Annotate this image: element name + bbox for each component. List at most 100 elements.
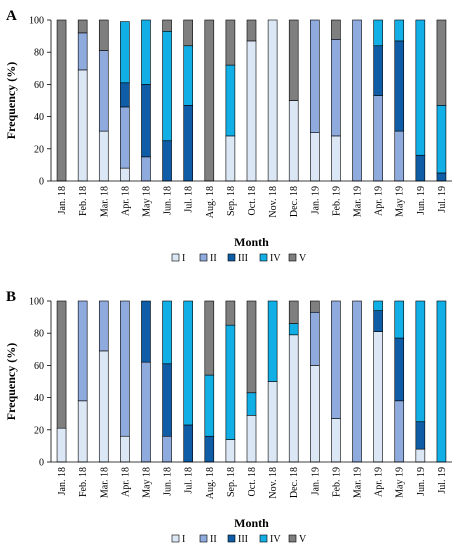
x-tick-label: Jun. 19 <box>416 186 427 215</box>
chart-panel-B: B Frequency (%) 0 20 40 60 80 100 Jan. 18 Feb. 18… <box>4 289 452 545</box>
y-tick-label: 20 <box>34 144 44 155</box>
x-tick-label: Sep. 18 <box>226 186 237 216</box>
bar-segment-III <box>437 173 446 181</box>
x-tick-label: Jan. 19 <box>310 467 321 495</box>
x-tick-label: Aug. 18 <box>205 186 216 218</box>
x-tick-label: Oct. 18 <box>247 467 258 496</box>
bar-segment-I <box>226 439 235 462</box>
bar-segment-IV <box>437 105 446 173</box>
y-tick-label: 40 <box>34 112 44 123</box>
bar-segment-IV <box>416 301 425 422</box>
bar-segment-V <box>57 20 66 181</box>
legend-label-IV: IV <box>270 253 281 264</box>
bar-segment-I <box>289 101 298 182</box>
y-tick-label: 80 <box>34 329 44 340</box>
legend-label-IV: IV <box>270 534 281 545</box>
bar-segment-III <box>120 83 129 107</box>
bar-segment-III <box>395 338 404 401</box>
bar-segment-IV <box>184 46 193 106</box>
bar-segment-II <box>99 301 108 351</box>
x-tick-label: May 18 <box>141 186 152 217</box>
x-tick-label: May 18 <box>141 467 152 498</box>
bar-segment-II <box>353 301 362 462</box>
bar-segment-IV <box>374 20 383 46</box>
bar-segment-V <box>57 301 66 428</box>
bar-segment-II <box>78 33 87 70</box>
legend-swatch-II <box>200 535 207 542</box>
x-axis-label: Month <box>234 516 269 530</box>
legend-swatch-V <box>289 254 296 261</box>
bar-segment-IV <box>395 20 404 41</box>
x-tick-label: Jul. 19 <box>437 467 448 494</box>
legend-swatch-I <box>172 535 179 542</box>
bar-segment-II <box>331 301 340 419</box>
x-tick-label: Jun. 18 <box>163 467 174 496</box>
bar-segment-II <box>331 39 340 136</box>
bar-segment-I <box>374 332 383 462</box>
x-tick-label: Oct. 18 <box>247 186 258 215</box>
bar-segment-I <box>247 41 256 181</box>
x-tick-label: Apr. 19 <box>374 186 385 216</box>
x-tick-label: Jul. 19 <box>437 186 448 213</box>
bar-segment-V <box>247 20 256 41</box>
legend-label-II: II <box>210 253 217 264</box>
legend-label-II: II <box>210 534 217 545</box>
x-tick-label: Mar. 19 <box>353 186 364 217</box>
bar-segment-I <box>331 136 340 181</box>
bar-segment-III <box>416 155 425 181</box>
x-tick-label: Sep. 18 <box>226 467 237 497</box>
bar-segment-III <box>163 141 172 181</box>
bar-segment-I <box>331 419 340 462</box>
y-tick-label: 60 <box>34 361 44 372</box>
y-axis-label: Frequency (%) <box>4 62 18 139</box>
bar-segment-V <box>184 20 193 46</box>
bar-segment-V <box>437 20 446 105</box>
bar-segment-II <box>374 96 383 181</box>
x-tick-label: Apr. 18 <box>120 467 131 497</box>
legend-label-V: V <box>299 253 307 264</box>
y-tick-label: 0 <box>39 458 44 469</box>
bar-segment-II <box>78 301 87 401</box>
bar-segment-V <box>205 301 214 375</box>
x-tick-label: Nov. 18 <box>268 186 279 218</box>
y-tick-label: 100 <box>29 16 44 27</box>
bar-segment-III <box>395 41 404 131</box>
bar-segment-I <box>57 428 66 462</box>
x-tick-label: Jan. 19 <box>310 186 321 214</box>
bar-segment-I <box>120 168 129 181</box>
x-tick-label: Apr. 18 <box>120 186 131 216</box>
bar-segment-V <box>331 20 340 39</box>
x-tick-label: Feb. 19 <box>331 467 342 497</box>
bar-segment-IV <box>205 375 214 436</box>
bar-segment-II <box>395 131 404 181</box>
bar-segment-IV <box>226 325 235 439</box>
y-tick-label: 40 <box>34 393 44 404</box>
x-tick-label: Mar. 18 <box>99 467 110 498</box>
bar-segment-I <box>268 382 277 463</box>
bar-segment-IV <box>416 20 425 155</box>
x-tick-label: Feb. 18 <box>78 467 89 497</box>
bar-segment-V <box>289 301 298 324</box>
bar-segment-I <box>247 415 256 462</box>
panel-letter: B <box>6 289 16 305</box>
y-axis-label: Frequency (%) <box>4 343 18 420</box>
bar-segment-IV <box>268 301 277 382</box>
bar-segment-III <box>416 422 425 449</box>
bar-segment-III <box>374 311 383 332</box>
bar-segment-V <box>99 20 108 51</box>
bar-segment-III <box>184 425 193 462</box>
legend-label-III: III <box>238 253 248 264</box>
x-tick-label: Jun. 18 <box>163 186 174 215</box>
y-tick-label: 20 <box>34 425 44 436</box>
bar-segment-V <box>226 301 235 325</box>
x-tick-label: Feb. 18 <box>78 186 89 216</box>
bar-segment-III <box>141 84 150 156</box>
bar-segment-IV <box>184 301 193 425</box>
bar-segment-II <box>310 312 319 365</box>
bar-segment-III <box>163 364 172 436</box>
bar-segment-IV <box>374 301 383 311</box>
x-tick-label: Dec. 18 <box>289 186 300 217</box>
bar-segment-II <box>310 20 319 133</box>
x-tick-label: Jan. 18 <box>57 467 68 495</box>
